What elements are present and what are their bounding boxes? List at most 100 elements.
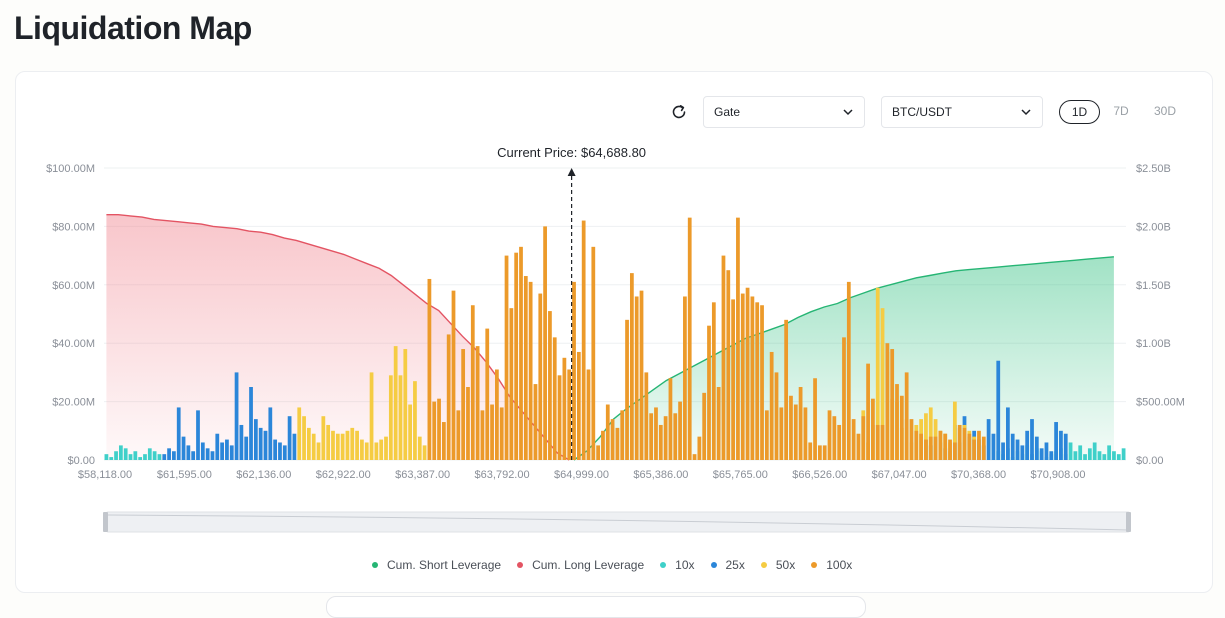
y-left-tick-label: $0.00 — [67, 455, 95, 467]
y-left-tick-label: $60.00M — [52, 280, 95, 292]
bar-25x — [196, 410, 200, 460]
bar-100x — [470, 305, 475, 460]
range-7d-button[interactable]: 7D — [1113, 104, 1129, 118]
bar-100x — [499, 407, 504, 460]
bar-100x — [977, 430, 981, 460]
bar-10x — [138, 457, 143, 460]
bar-100x — [475, 346, 480, 460]
x-tick-label: $70,908.00 — [1030, 469, 1085, 481]
bar-50x — [403, 349, 408, 460]
range-1d-button[interactable]: 1D — [1059, 100, 1100, 124]
exchange-select[interactable]: Gate — [703, 96, 865, 128]
legend-label-50x: 50x — [775, 558, 796, 572]
bar-10x — [1087, 448, 1092, 460]
y-right-tick-label: $2.50B — [1136, 163, 1171, 175]
bar-100x — [567, 369, 572, 460]
bar-100x — [509, 308, 514, 460]
legend-dot-cum-long — [517, 562, 524, 568]
bar-50x — [316, 442, 321, 460]
bar-100x — [663, 416, 668, 460]
bar-25x — [1049, 451, 1054, 460]
bar-25x — [996, 360, 1001, 460]
bar-100x — [798, 387, 803, 460]
range-slider-left-handle[interactable] — [103, 512, 108, 532]
legend-dot-cum-short — [372, 562, 378, 568]
bar-100x — [533, 384, 538, 460]
bar-100x — [943, 433, 948, 460]
bar-100x — [427, 278, 432, 460]
bar-100x — [755, 302, 760, 460]
y-left-tick-label: $100.00M — [46, 163, 95, 175]
bar-25x — [1015, 439, 1020, 460]
bar-100x — [740, 293, 745, 460]
legend-100x[interactable]: 100x — [811, 558, 852, 572]
bar-100x — [808, 442, 813, 460]
bar-25x — [1059, 430, 1063, 460]
bar-100x — [938, 430, 943, 460]
range-slider-preview — [107, 514, 1129, 531]
range-slider-right-handle[interactable] — [1126, 512, 1131, 532]
bar-100x — [702, 392, 707, 460]
bar-100x — [914, 430, 919, 460]
legend-label-25x: 25x — [725, 558, 745, 572]
bar-100x — [649, 413, 654, 460]
bar-100x — [678, 401, 682, 460]
bar-50x — [393, 346, 398, 460]
legend-cum-long[interactable]: Cum. Long Leverage — [517, 558, 644, 572]
bar-100x — [813, 378, 817, 460]
bar-100x — [620, 410, 625, 460]
bar-25x — [1039, 448, 1044, 460]
x-tick-label: $62,922.00 — [316, 469, 371, 481]
bar-50x — [331, 430, 335, 460]
x-tick-label: $63,792.00 — [475, 469, 530, 481]
y-right-tick-label: $1.00B — [1136, 338, 1171, 350]
range-30d-button[interactable]: 30D — [1153, 104, 1176, 118]
bar-50x — [408, 404, 412, 460]
x-tick-label: $67,047.00 — [872, 469, 927, 481]
bar-100x — [832, 416, 837, 460]
refresh-icon[interactable] — [670, 103, 688, 121]
bar-100x — [948, 439, 952, 460]
legend-cum-short[interactable]: Cum. Short Leverage — [372, 558, 501, 572]
bar-25x — [167, 448, 171, 460]
bar-10x — [1116, 454, 1121, 460]
legend-label-100x: 100x — [826, 558, 853, 572]
bar-100x — [967, 433, 972, 460]
legend-10x[interactable]: 10x — [660, 558, 695, 572]
bar-100x — [461, 349, 466, 460]
bar-100x — [909, 419, 914, 460]
bar-25x — [181, 436, 186, 460]
bar-10x — [1121, 448, 1126, 460]
bar-25x — [292, 433, 297, 460]
legend-50x[interactable]: 50x — [760, 558, 796, 572]
x-tick-label: $64,999.00 — [554, 469, 609, 481]
x-tick-label: $58,118.00 — [78, 469, 132, 481]
bar-25x — [253, 419, 258, 460]
legend-label-cum-short: Cum. Short Leverage — [387, 558, 502, 572]
bar-50x — [345, 430, 350, 460]
pair-select[interactable]: BTC/USDT — [881, 96, 1043, 128]
bar-50x — [417, 436, 422, 460]
bar-10x — [118, 445, 123, 460]
pair-select-value: BTC/USDT — [892, 105, 952, 119]
bar-25x — [205, 448, 210, 460]
bar-100x — [736, 217, 740, 460]
bar-100x — [861, 416, 866, 460]
bar-25x — [991, 433, 996, 460]
bar-100x — [880, 424, 885, 460]
bar-100x — [432, 401, 437, 460]
bar-10x — [1068, 442, 1073, 460]
bar-50x — [924, 413, 928, 460]
bar-100x — [683, 296, 687, 460]
chevron-down-icon — [1021, 109, 1031, 116]
bar-25x — [258, 427, 263, 460]
legend-25x[interactable]: 25x — [710, 558, 745, 572]
bar-100x — [726, 270, 731, 460]
bar-100x — [899, 395, 904, 460]
bar-100x — [441, 422, 446, 460]
bar-50x — [350, 427, 355, 460]
bar-50x — [952, 401, 957, 460]
bar-25x — [1001, 442, 1005, 460]
x-tick-label: $70,368.00 — [951, 469, 1006, 481]
bar-100x — [548, 311, 552, 460]
